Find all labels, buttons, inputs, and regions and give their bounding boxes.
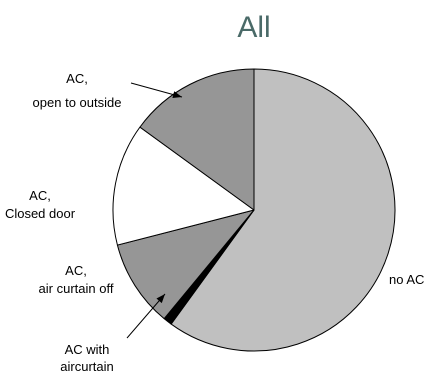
slice-label: AC with aircurtain <box>60 342 113 374</box>
chart-title: All <box>237 11 270 44</box>
slice-label-line: aircurtain <box>60 359 113 374</box>
slice-label-line: AC with <box>65 342 110 357</box>
slice-label-line: AC, <box>65 263 87 278</box>
slice-label-line: open to outside <box>33 95 122 110</box>
slice-label: AC, air curtain off <box>39 263 114 296</box>
pointer-line <box>126 293 166 339</box>
slice-label-line: Closed door <box>5 206 76 221</box>
slice-label: AC, Closed door <box>5 188 76 221</box>
pie-slice-no-ac <box>170 68 396 352</box>
pointer-arrowhead <box>156 294 165 304</box>
pie-slice-ac-closed-door <box>112 126 255 246</box>
slice-label-line: air curtain off <box>39 281 114 296</box>
pie-slices <box>112 68 396 352</box>
slice-label-line: AC, <box>29 188 51 203</box>
slice-labels: no AC AC with aircurtain AC, air curtain off… <box>5 71 424 374</box>
pointer-arrowhead <box>172 91 182 98</box>
pie-slice-ac-open-to-outside <box>139 68 255 211</box>
label-pointers <box>126 82 183 339</box>
slice-label-line: AC, <box>66 71 88 86</box>
slice-label: AC, open to outside <box>33 71 122 110</box>
pie-slice-ac-air-curtain-off <box>116 209 255 320</box>
slice-label: no AC <box>389 272 424 287</box>
slice-label-line: no AC <box>389 272 424 287</box>
